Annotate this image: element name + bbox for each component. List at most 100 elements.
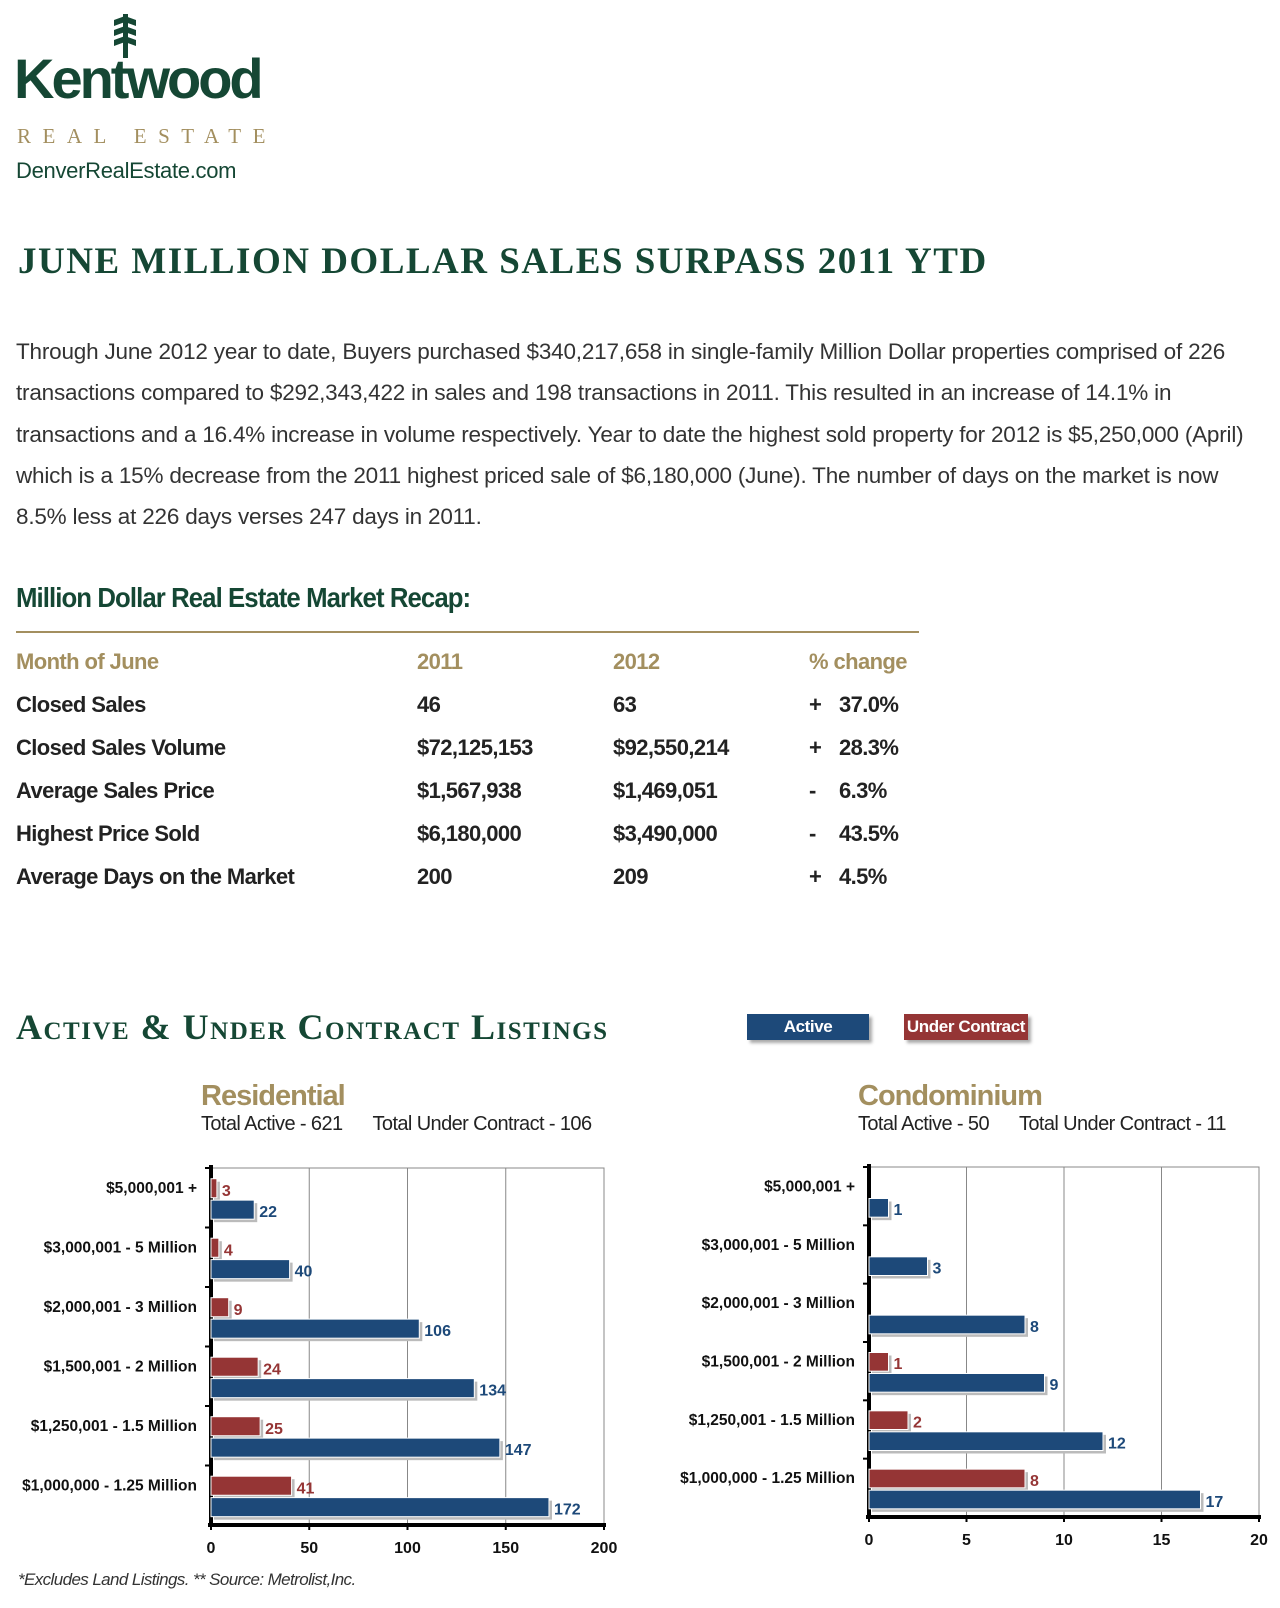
recap-table: Month of June 2011 2012 % change Closed … [16, 640, 926, 898]
table-row: Highest Price Sold $6,180,000 $3,490,000… [16, 812, 926, 855]
category-label: $2,000,001 - 3 Million [702, 1295, 855, 1312]
total-active: Total Active - 621 [201, 1113, 343, 1135]
legend-under-contract: Under Contract [904, 1014, 1028, 1040]
bar-value-label: 9 [1050, 1377, 1059, 1394]
metric-label: Closed Sales Volume [16, 734, 226, 760]
bar-value-label: 8 [1030, 1473, 1039, 1490]
change-percent: 28.3% [839, 734, 899, 760]
change-sign: + [809, 863, 822, 889]
bar-value-label: 22 [259, 1204, 277, 1221]
tree-icon [114, 14, 136, 58]
x-tick-label: 20 [1250, 1532, 1268, 1549]
active-bar [210, 1199, 255, 1220]
total-under-contract: Total Under Contract - 11 [1018, 1113, 1227, 1135]
category-label: $2,000,001 - 3 Million [44, 1299, 197, 1316]
x-tick-label: 0 [207, 1540, 216, 1557]
category-label: $5,000,001 + [106, 1180, 197, 1197]
bar-value-label: 106 [424, 1323, 451, 1340]
bar-value-label: 4 [224, 1242, 233, 1259]
total-under-contract: Total Under Contract - 106 [372, 1113, 593, 1135]
category-label: $1,500,001 - 2 Million [702, 1354, 855, 1371]
bar-value-label: 134 [479, 1383, 506, 1400]
value-2012: 63 [613, 691, 637, 717]
category-label: $1,500,001 - 2 Million [44, 1358, 197, 1375]
x-tick-label: 15 [1153, 1532, 1171, 1549]
table-row: Closed Sales 46 63 +37.0% [16, 683, 926, 726]
logo-wordmark: Kentwood [14, 47, 264, 110]
col-header: 2011 [417, 648, 463, 674]
x-tick-label: 10 [1055, 1532, 1073, 1549]
active-bar [210, 1259, 291, 1280]
bar-value-label: 24 [263, 1361, 281, 1378]
bar-value-label: 17 [1206, 1494, 1224, 1511]
condominium-chart: 0 5 10 15 20 $5,000,001 + 1 $3,000,001 - 5 Mill… [680, 1164, 1268, 1549]
category-label: $1,000,000 - 1.25 Million [680, 1470, 855, 1487]
residential-header: Residential Total Active - 621 Total Unde… [201, 1080, 621, 1136]
change-percent: 4.5% [839, 863, 887, 889]
under-contract-bar [210, 1416, 261, 1437]
col-header: Month of June [16, 648, 159, 674]
divider [16, 631, 919, 633]
change-sign: - [809, 777, 816, 803]
under-contract-bar [868, 1352, 889, 1372]
logo-tagline: REAL ESTATE [17, 124, 277, 148]
change-percent: 43.5% [839, 820, 899, 846]
change-percent: 37.0% [839, 691, 899, 717]
page-title: JUNE MILLION DOLLAR SALES SURPASS 2011 Y… [18, 241, 988, 282]
change-sign: + [809, 734, 822, 760]
x-tick-label: 200 [591, 1540, 618, 1557]
recap-heading: Million Dollar Real Estate Market Recap: [16, 582, 471, 613]
under-contract-bar [868, 1410, 909, 1431]
value-2012: $92,550,214 [613, 734, 729, 760]
active-bar [210, 1497, 550, 1518]
metric-label: Average Sales Price [16, 777, 215, 803]
metric-label: Closed Sales [16, 691, 146, 717]
value-2011: 46 [417, 691, 441, 717]
bar-value-label: 3 [933, 1261, 942, 1278]
bar-value-label: 25 [265, 1421, 283, 1438]
bar-value-label: 40 [295, 1264, 313, 1281]
bar-value-label: 41 [297, 1480, 315, 1497]
bar-value-label: 147 [505, 1442, 532, 1459]
bar-value-label: 12 [1108, 1436, 1126, 1453]
value-2011: $1,567,938 [417, 777, 522, 803]
value-2011: $6,180,000 [417, 820, 522, 846]
chart-title: Residential [201, 1080, 346, 1112]
change-sign: + [809, 691, 822, 717]
table-header: Month of June 2011 2012 % change [16, 640, 926, 683]
x-tick-label: 0 [865, 1532, 874, 1549]
bar-value-label: 1 [894, 1202, 903, 1219]
metric-label: Highest Price Sold [16, 820, 200, 846]
under-contract-bar [210, 1237, 220, 1258]
category-label: $3,000,001 - 5 Million [702, 1237, 855, 1254]
under-contract-bar [210, 1178, 218, 1199]
col-header: % change [809, 648, 908, 674]
active-bar [868, 1489, 1201, 1510]
bar-value-label: 2 [913, 1415, 922, 1432]
summary-paragraph: Through June 2012 year to date, Buyers p… [16, 339, 1244, 530]
active-bar [868, 1431, 1104, 1452]
category-label: $1,250,001 - 1.5 Million [31, 1418, 197, 1435]
value-2012: 209 [613, 863, 649, 889]
table-row: Average Sales Price $1,567,938 $1,469,05… [16, 769, 926, 812]
x-tick-label: 50 [300, 1540, 318, 1557]
x-tick-label: 5 [962, 1532, 971, 1549]
website-link[interactable]: DenverRealEstate.com [16, 158, 237, 183]
value-2011: $72,125,153 [417, 734, 533, 760]
value-2012: $1,469,051 [613, 777, 718, 803]
under-contract-bar [210, 1356, 259, 1377]
metric-label: Average Days on the Market [16, 863, 295, 889]
bar-value-label: 1 [894, 1356, 903, 1373]
x-tick-label: 100 [394, 1540, 421, 1557]
active-bar [868, 1256, 928, 1277]
category-label: $3,000,001 - 5 Million [44, 1239, 197, 1256]
table-row: Average Days on the Market 200 209 +4.5% [16, 855, 926, 898]
listings-heading: Active & Under Contract Listings [16, 1007, 609, 1047]
bar-value-label: 172 [554, 1502, 581, 1519]
condominium-header: Condominium Total Active - 50 Total Under… [858, 1080, 1256, 1136]
under-contract-bar [210, 1297, 230, 1318]
active-bar [868, 1198, 889, 1218]
bar-value-label: 3 [222, 1183, 231, 1200]
table-row: Closed Sales Volume $72,125,153 $92,550,… [16, 726, 926, 769]
chart-title: Condominium [858, 1080, 1043, 1112]
